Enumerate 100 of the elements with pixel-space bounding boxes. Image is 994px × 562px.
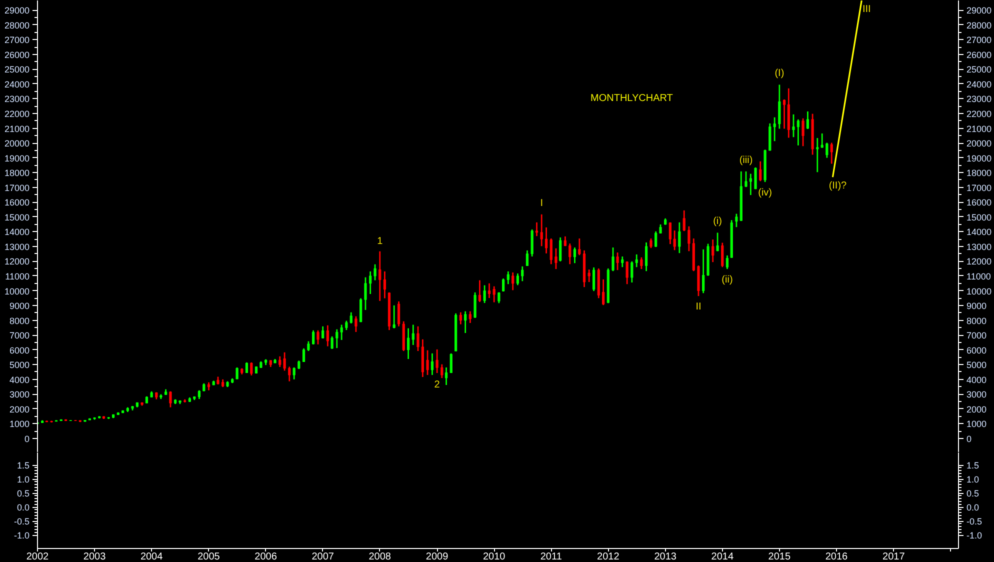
candlestick <box>292 366 296 380</box>
candlestick <box>426 350 429 376</box>
y2-tick-label: 29000 <box>966 6 992 16</box>
candlestick <box>716 232 719 252</box>
candlestick <box>512 272 514 291</box>
candlestick <box>364 276 367 311</box>
candlestick <box>588 268 590 283</box>
candlestick <box>735 213 738 228</box>
x-tick-label: 2014 <box>711 552 734 562</box>
candlestick <box>554 248 558 270</box>
candlestick <box>578 238 581 256</box>
y2-tick-label: 1.5 <box>966 460 980 471</box>
y-tick-label: 28000 <box>4 20 30 30</box>
y2-tick-label: 27000 <box>966 35 992 46</box>
candlestick <box>782 98 786 130</box>
y-tick-label: 17000 <box>4 182 30 193</box>
candlestick <box>626 260 628 285</box>
y2-tick-label: 25000 <box>966 64 992 75</box>
candlestick <box>778 84 781 130</box>
candlestick <box>635 254 638 268</box>
y2-tick-label: 20000 <box>966 138 992 149</box>
candlestick <box>307 340 310 352</box>
candlestick <box>383 270 386 299</box>
candlestick <box>459 312 462 325</box>
candlestick <box>573 246 576 264</box>
candlestick <box>278 356 282 368</box>
candlestick <box>236 366 238 380</box>
y2-tick-label: 13000 <box>966 242 992 252</box>
y2-tick-label: 21000 <box>966 124 992 134</box>
candlestick <box>336 328 338 349</box>
y2-tick-label: 26000 <box>966 50 992 60</box>
y-tick-label: 5000 <box>9 360 30 370</box>
y-tick-label: 22000 <box>4 109 30 119</box>
candlestick <box>478 280 482 303</box>
y-tick-label: 0.5 <box>16 488 30 499</box>
candlestick <box>820 132 824 148</box>
candlestick <box>592 266 596 292</box>
y-tick-label: 19000 <box>4 153 30 164</box>
annotation: 2 <box>434 380 440 391</box>
candlestick <box>316 330 320 346</box>
candlestick <box>621 256 624 268</box>
candlestick <box>802 118 804 147</box>
y2-tick-label: 0.0 <box>966 502 980 513</box>
candlestick <box>302 348 306 362</box>
candlestick <box>773 116 776 142</box>
y-tick-label: 21000 <box>4 124 30 134</box>
y-tick-label: 1.5 <box>16 460 30 471</box>
candlestick <box>640 256 643 270</box>
candlestick <box>688 226 690 252</box>
candlestick <box>682 210 686 232</box>
y-tick-label: 0 <box>24 434 30 444</box>
x-tick-label: 2005 <box>198 552 220 562</box>
y-tick-label: 14000 <box>4 227 30 238</box>
y2-tick-label: 3000 <box>966 390 987 400</box>
y2-tick-label: 1.0 <box>966 474 980 485</box>
candlestick <box>392 304 396 329</box>
x-tick-label: 2016 <box>825 552 848 562</box>
y2-tick-label: 28000 <box>966 20 992 30</box>
candlestick <box>830 142 833 164</box>
candlestick <box>568 242 572 265</box>
candlestick <box>726 254 729 270</box>
y2-tick-label: 8000 <box>966 316 987 326</box>
y2-tick-label: 6000 <box>966 345 987 356</box>
y-tick-label: 20000 <box>4 138 30 149</box>
y2-tick-label: 4000 <box>966 374 987 385</box>
x-tick-label: 2015 <box>768 552 791 562</box>
x-tick-label: 2017 <box>882 552 906 562</box>
y-tick-label: 9000 <box>9 301 30 312</box>
candlestick <box>816 137 819 173</box>
candlestick <box>378 250 382 302</box>
candlestick <box>616 252 619 271</box>
y-tick-label: -0.5 <box>14 516 30 527</box>
y-tick-label: 4000 <box>9 374 30 385</box>
candlestick <box>430 352 434 376</box>
candlestick <box>488 282 491 299</box>
y-tick-label: 1000 <box>9 419 30 430</box>
y2-tick-label: 5000 <box>966 360 987 370</box>
candlestick <box>654 230 658 248</box>
y2-tick-label: 16000 <box>966 198 992 208</box>
y2-tick-label: 22000 <box>966 109 992 119</box>
y-tick-label: 2000 <box>9 404 30 414</box>
candlestick <box>330 336 334 350</box>
x-tick-label: 2009 <box>426 552 449 562</box>
y-tick-label: 10000 <box>4 286 30 296</box>
x-tick-label: 2006 <box>254 552 278 562</box>
candlestick <box>516 272 520 286</box>
candlestick <box>468 310 472 324</box>
y-tick-label: 13000 <box>4 242 30 252</box>
candlestick <box>436 348 438 374</box>
x-tick-label: 2007 <box>312 552 334 562</box>
candlestick <box>754 166 757 190</box>
x-tick-label: 2003 <box>83 552 106 562</box>
y-tick-label: 6000 <box>9 345 30 356</box>
candlestick <box>668 222 672 245</box>
y2-tick-label: 14000 <box>966 227 992 238</box>
y2-tick-label: 9000 <box>966 301 987 312</box>
y-tick-label: 11000 <box>5 271 30 282</box>
candlestick <box>806 110 810 130</box>
y-tick-label: 25000 <box>4 64 30 75</box>
candlestick <box>406 328 410 360</box>
